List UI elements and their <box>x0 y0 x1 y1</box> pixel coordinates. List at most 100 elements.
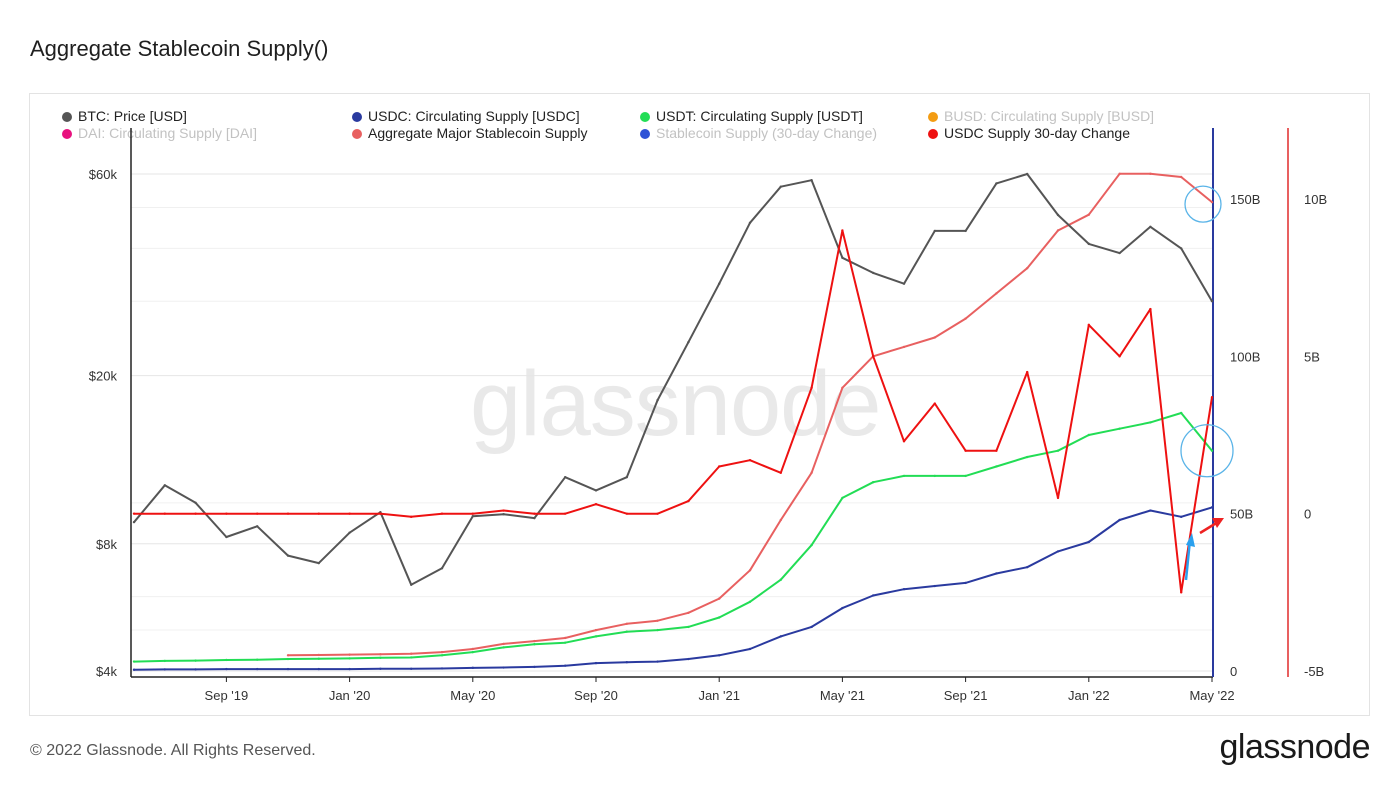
data-point-usdc-circulating-supply-usdc <box>471 666 474 670</box>
data-point-usdc-circulating-supply-usdc <box>687 657 690 661</box>
x-tick-label: Sep '19 <box>205 688 249 703</box>
data-point-usdc-supply-30-day-change <box>995 449 998 452</box>
data-point-usdc-supply-30-day-change <box>471 512 474 515</box>
data-point-usdc-circulating-supply-usdc <box>625 660 628 664</box>
data-point-aggregate-major-stablecoin-supply <box>964 317 967 320</box>
legend-item[interactable]: Aggregate Major Stablecoin Supply <box>352 125 640 142</box>
data-point-usdt-circulating-supply-usdt <box>1149 421 1152 424</box>
data-point-usdc-circulating-supply-usdc <box>533 665 536 669</box>
legend-marker <box>62 111 72 122</box>
data-point-usdc-circulating-supply-usdc <box>964 581 967 585</box>
data-point-usdt-circulating-supply-usdt <box>687 625 690 629</box>
data-point-usdc-supply-30-day-change <box>933 402 936 405</box>
data-point-usdt-circulating-supply-usdt <box>1087 433 1091 437</box>
data-point-usdc-supply-30-day-change <box>225 512 228 515</box>
data-point-usdc-supply-30-day-change <box>625 512 628 515</box>
data-point-usdt-circulating-supply-usdt <box>1118 427 1121 430</box>
data-point-btc-price-usd <box>317 561 320 565</box>
legend-item[interactable]: USDC Supply 30-day Change <box>928 125 1188 142</box>
legend-marker <box>62 128 72 139</box>
data-point-aggregate-major-stablecoin-supply <box>317 653 320 657</box>
legend-item[interactable]: BUSD: Circulating Supply [BUSD] <box>928 108 1188 125</box>
data-point-btc-price-usd <box>841 256 844 260</box>
data-point-aggregate-major-stablecoin-supply <box>348 653 351 656</box>
data-point-aggregate-major-stablecoin-supply <box>995 292 998 295</box>
data-point-usdc-circulating-supply-usdc <box>564 664 567 667</box>
legend-label: USDC: Circulating Supply [USDC] <box>368 108 580 124</box>
data-point-usdt-circulating-supply-usdt <box>841 496 844 500</box>
legend-row: DAI: Circulating Supply [DAI] Aggregate … <box>62 125 1192 142</box>
y-right2-tick-label: 5B <box>1304 349 1320 364</box>
series-line-usdt-circulating-supply-usdt <box>133 412 1213 663</box>
data-point-usdt-circulating-supply-usdt <box>348 657 351 660</box>
data-point-usdc-supply-30-day-change <box>410 515 413 519</box>
data-point-btc-price-usd <box>718 282 721 285</box>
data-point-btc-price-usd <box>625 475 628 479</box>
data-point-aggregate-major-stablecoin-supply <box>902 345 906 349</box>
data-point-usdt-circulating-supply-usdt <box>902 474 906 478</box>
data-point-btc-price-usd <box>225 535 228 539</box>
data-point-usdc-supply-30-day-change <box>379 512 382 515</box>
y-left-tick-label: $8k <box>96 537 117 552</box>
data-point-usdt-circulating-supply-usdt <box>748 600 752 603</box>
data-point-usdc-supply-30-day-change <box>1026 370 1029 374</box>
legend-marker <box>352 111 362 122</box>
data-point-usdc-circulating-supply-usdc <box>810 625 813 629</box>
data-point-usdc-supply-30-day-change <box>872 355 875 358</box>
data-point-usdt-circulating-supply-usdt <box>163 659 166 663</box>
legend-item[interactable]: DAI: Circulating Supply [DAI] <box>62 125 352 142</box>
y-left-tick-label: $4k <box>96 664 117 679</box>
data-point-usdc-supply-30-day-change <box>1149 307 1152 311</box>
data-point-usdt-circulating-supply-usdt <box>810 543 813 547</box>
data-point-aggregate-major-stablecoin-supply <box>1026 267 1029 270</box>
y-right2-tick-label: 10B <box>1304 192 1327 207</box>
data-point-aggregate-major-stablecoin-supply <box>933 336 936 339</box>
legend-label: DAI: Circulating Supply [DAI] <box>78 125 257 141</box>
data-point-btc-price-usd <box>902 282 906 285</box>
data-point-btc-price-usd <box>410 583 413 586</box>
data-point-btc-price-usd <box>194 501 197 505</box>
data-point-usdc-supply-30-day-change <box>1180 591 1183 594</box>
data-point-usdt-circulating-supply-usdt <box>933 474 936 478</box>
data-point-usdc-circulating-supply-usdc <box>1056 550 1060 553</box>
data-point-usdc-circulating-supply-usdc <box>748 647 752 651</box>
data-point-btc-price-usd <box>502 512 505 516</box>
data-point-usdc-supply-30-day-change <box>1118 355 1121 358</box>
annotation-arrow <box>1184 539 1192 581</box>
legend-label: USDT: Circulating Supply [USDT] <box>656 108 863 124</box>
data-point-btc-price-usd <box>1180 247 1183 250</box>
data-point-btc-price-usd <box>564 475 567 479</box>
data-point-usdc-supply-30-day-change <box>1056 496 1060 500</box>
data-point-btc-price-usd <box>748 221 752 224</box>
series-line-usdc-supply-30-day-change <box>134 229 1213 594</box>
data-point-usdc-supply-30-day-change <box>964 449 967 452</box>
legend-item[interactable]: USDC: Circulating Supply [USDC] <box>352 108 640 125</box>
x-tick-label: Jan '21 <box>698 688 740 703</box>
data-point-usdt-circulating-supply-usdt <box>440 654 444 657</box>
data-point-usdt-circulating-supply-usdt <box>656 628 659 632</box>
data-point-usdc-supply-30-day-change <box>440 512 444 515</box>
data-point-usdt-circulating-supply-usdt <box>317 657 320 660</box>
data-point-usdc-supply-30-day-change <box>194 512 197 515</box>
data-point-usdc-circulating-supply-usdc <box>163 668 166 671</box>
x-tick-label: Jan '20 <box>329 688 371 703</box>
data-point-aggregate-major-stablecoin-supply <box>440 650 444 654</box>
data-point-usdc-supply-30-day-change <box>810 386 813 389</box>
data-point-usdc-circulating-supply-usdc <box>286 667 290 671</box>
data-point-usdc-circulating-supply-usdc <box>995 572 998 575</box>
data-point-usdc-supply-30-day-change <box>594 503 598 506</box>
data-point-usdc-circulating-supply-usdc <box>1180 515 1183 519</box>
data-point-usdc-circulating-supply-usdc <box>933 584 936 588</box>
legend-item[interactable]: BTC: Price [USD] <box>62 108 352 125</box>
data-point-usdc-supply-30-day-change <box>163 512 166 515</box>
data-point-usdc-circulating-supply-usdc <box>1149 509 1152 512</box>
data-point-usdt-circulating-supply-usdt <box>225 658 228 662</box>
legend-item[interactable]: Stablecoin Supply (30-day Change) <box>640 125 928 142</box>
data-point-aggregate-major-stablecoin-supply <box>410 652 413 655</box>
data-point-btc-price-usd <box>872 271 875 275</box>
data-point-btc-price-usd <box>440 567 444 570</box>
data-point-aggregate-major-stablecoin-supply <box>1056 229 1060 232</box>
data-point-usdt-circulating-supply-usdt <box>964 474 967 478</box>
legend-item[interactable]: USDT: Circulating Supply [USDT] <box>640 108 928 125</box>
